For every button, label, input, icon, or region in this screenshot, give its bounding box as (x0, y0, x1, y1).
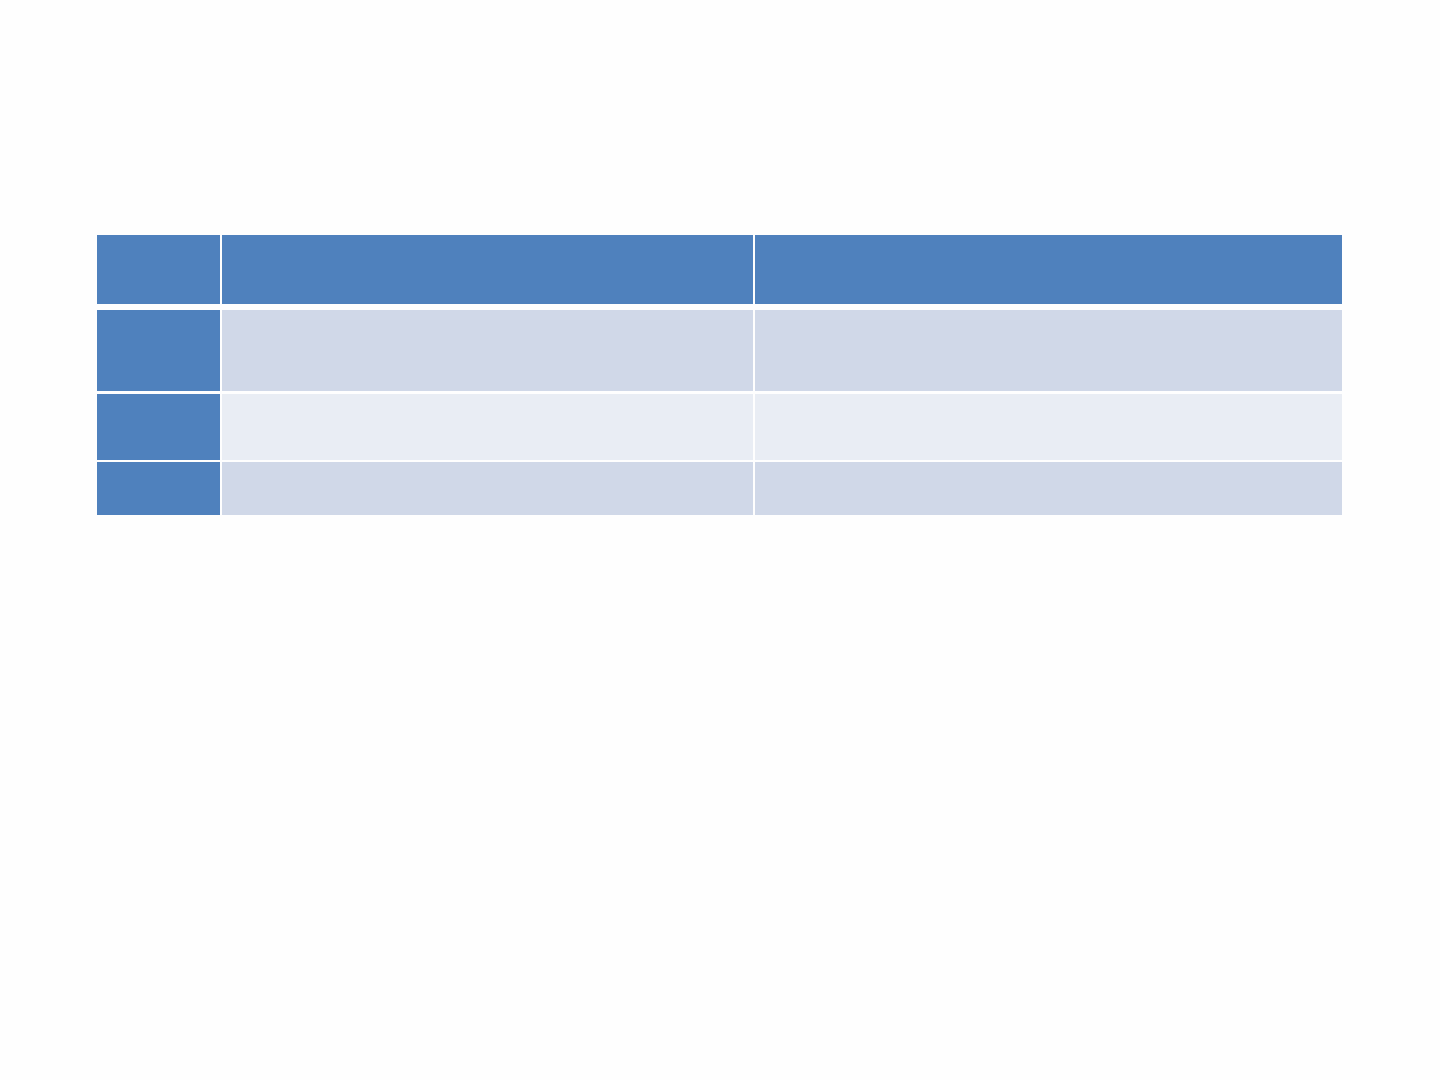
row-header-cell (97, 462, 220, 515)
header-cell (755, 235, 1342, 304)
table-cell (755, 462, 1342, 515)
table-cell (222, 462, 753, 515)
header-cell (222, 235, 753, 304)
row-header-cell (97, 394, 220, 460)
header-cell (97, 235, 220, 304)
table-cell (222, 394, 753, 460)
row-header-cell (97, 310, 220, 391)
table-cell (222, 310, 753, 391)
table-cell (755, 310, 1342, 391)
table-cell (755, 394, 1342, 460)
